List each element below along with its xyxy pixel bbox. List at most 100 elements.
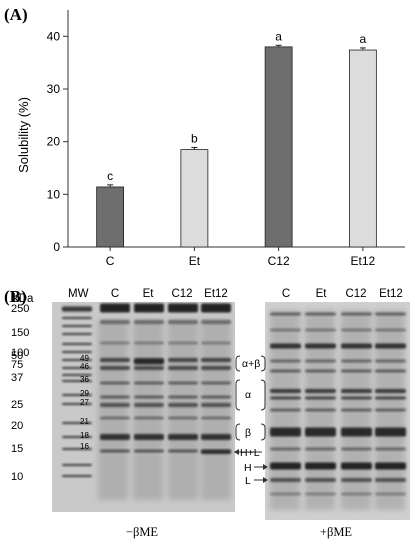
arrowheads [234,449,268,483]
gel-band [305,389,336,393]
mw-marker: 50 [11,350,23,362]
gel-band [134,320,164,324]
mw-marker: 250 [11,303,29,315]
mw-marker: 150 [11,327,29,339]
gel-band [305,462,336,470]
gel-band [305,396,336,400]
y-tick-label: 0 [53,240,60,254]
gel-band [375,312,406,316]
gel-band [375,328,406,332]
gel-band [375,343,406,349]
bar [348,49,377,248]
mw-marker: 25 [11,399,23,411]
x-category-label: Et [189,254,201,268]
gel-band [201,403,231,407]
inner-marker: 29 [80,389,89,398]
gel-band [341,462,372,470]
gel-band [375,389,406,393]
left-lane-headers: C Et C12 Et12 [111,288,228,300]
mw-marker: 15 [11,443,23,455]
gel-band [168,320,198,324]
bracket [235,379,241,411]
mw-ladder-band [62,447,92,451]
bracket [235,423,241,441]
mw-label: MW [68,288,89,300]
gel-band [168,381,198,385]
significance-letter: a [275,29,282,43]
gel-band [270,359,301,363]
gel-band [134,403,164,407]
mw-ladder-band [62,435,92,439]
gel-band [201,341,231,345]
right-lane-headers: C Et C12 Et12 [282,288,403,300]
label-beta: β [245,427,251,439]
gel-band [168,403,198,407]
label-l: L [245,475,251,487]
gel-band [341,492,372,496]
gel-nonreducing [52,302,235,512]
gel-band [168,303,198,313]
gel-band [134,416,164,420]
gel-band [375,447,406,451]
x-category-label: C [106,254,115,268]
significance-letter: c [107,169,113,183]
gel-band [270,328,301,332]
gel-band [100,320,130,324]
gel-band [100,381,130,385]
mw-ladder-band [62,316,92,320]
gel-band [305,492,336,496]
gel-band [100,366,130,370]
mw-marker: 37 [11,372,23,384]
gel-band [168,434,198,440]
gel-band [100,341,130,345]
mw-ladder-band [62,393,92,397]
bar-chart-axes [67,10,405,248]
gel-band [201,395,231,399]
mw-ladder-band [62,342,92,346]
label-alpha: α [245,389,251,401]
bracket [260,379,266,411]
gel-band [305,343,336,349]
gel-band [201,450,231,454]
label-h: H [244,462,252,474]
mw-ladder-band [62,324,92,328]
y-axis-label: Solubility (%) [16,97,31,173]
gel-band [270,369,301,373]
x-category-label: C12 [268,254,290,268]
gel-band [341,447,372,451]
bracket [235,355,241,372]
gel-band [375,462,406,470]
gel-band [100,358,130,362]
gel-band [134,341,164,345]
gel-band [100,416,130,420]
inner-marker: 49 [80,354,89,363]
bracket [260,423,266,441]
inner-marker: 16 [80,442,89,451]
mw-ladder-band [62,332,92,336]
mw-marker-labels: 250 150 100 75 50 37 25 20 15 10 [11,303,29,483]
inner-marker: 46 [80,362,89,371]
label-alpha-beta: α+β [242,358,260,370]
lane-header: C [111,288,119,300]
gel-band [134,434,164,440]
gel-band [134,366,164,370]
gel-band [341,396,372,400]
y-tick-label: 30 [47,82,61,96]
subunit-annotations [234,355,267,481]
gel-band [134,359,164,365]
gel-band [305,408,336,412]
gel-band [270,396,301,400]
gel-band [270,389,301,393]
gel-band [375,369,406,373]
panel-b-label: (B) [4,287,27,306]
gel-band [341,312,372,316]
gel-band [270,447,301,451]
lane-header: C12 [345,288,366,300]
mw-ladder-band [62,358,92,362]
gel-band [134,449,164,453]
gel-band [305,478,336,482]
gel-band [168,449,198,453]
arrowhead [234,449,239,455]
gel-band [305,312,336,316]
gel-band [201,366,231,370]
